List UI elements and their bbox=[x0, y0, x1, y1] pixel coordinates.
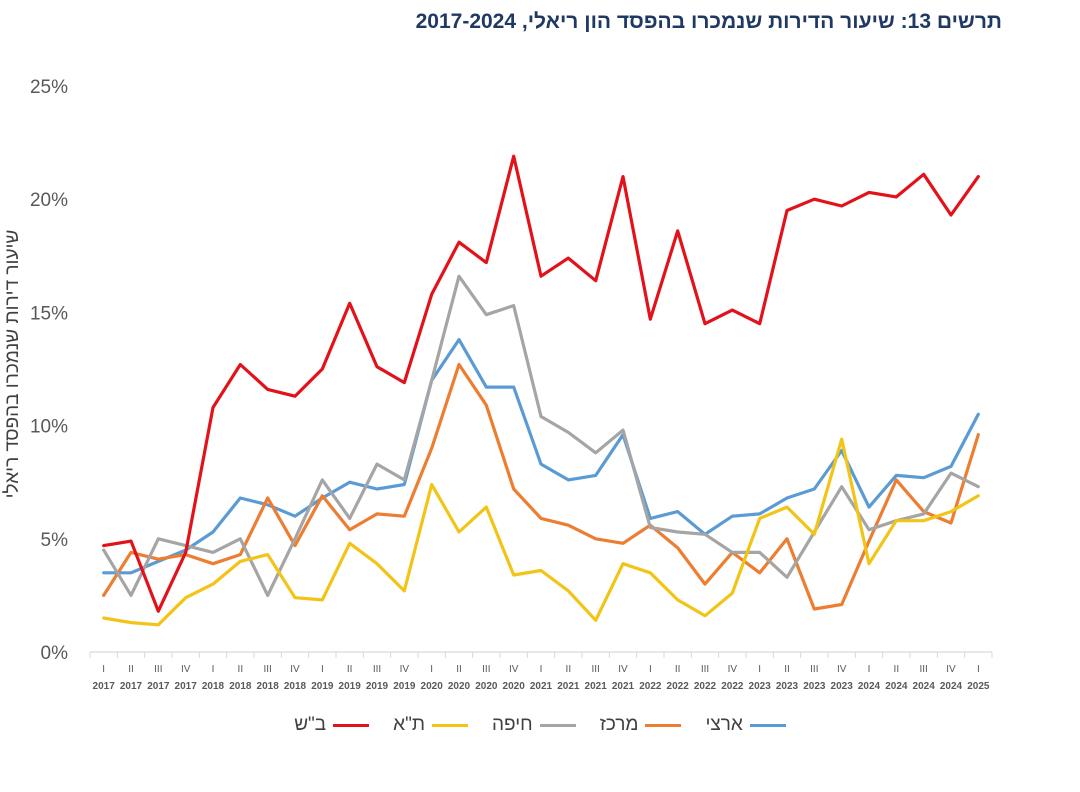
x-tick-year: 2022 bbox=[639, 681, 662, 692]
chart-title: תרשים 13: שיעור הדירות שנמכרו בהפסד הון … bbox=[415, 10, 1002, 33]
x-tick-quarter: I bbox=[868, 664, 871, 675]
x-tick-year: 2023 bbox=[749, 681, 772, 692]
x-tick-quarter: II bbox=[784, 664, 790, 675]
x-tick-quarter: III bbox=[810, 664, 818, 675]
legend-item: ב"ש bbox=[294, 714, 370, 736]
x-tick-year: 2020 bbox=[475, 681, 498, 692]
x-tick-quarter: III bbox=[701, 664, 709, 675]
series-line-1 bbox=[102, 362, 980, 611]
x-tick-year: 2018 bbox=[284, 681, 307, 692]
legend-label: ארצי bbox=[705, 714, 743, 735]
x-tick-quarter: II bbox=[128, 664, 134, 675]
x-tick-quarter: I bbox=[430, 664, 433, 675]
legend-label: ת"א bbox=[393, 714, 425, 735]
x-tick-quarter: II bbox=[456, 664, 462, 675]
x-tick-year: 2020 bbox=[421, 681, 444, 692]
x-tick-quarter: III bbox=[263, 664, 271, 675]
legend-label: חיפה bbox=[491, 714, 533, 735]
y-tick-labels: 0% 5% 10% 15% 20% 25% bbox=[30, 77, 68, 664]
legend: ארצי מרכז חיפה ת"א ב"ש bbox=[0, 714, 1080, 736]
x-tick-quarter: IV bbox=[290, 664, 300, 675]
x-tick-quarter: II bbox=[347, 664, 353, 675]
x-tick-quarter: IV bbox=[946, 664, 956, 675]
x-tick-year: 2018 bbox=[202, 681, 225, 692]
x-tick-year: 2017 bbox=[93, 681, 116, 692]
y-tick-label: 5% bbox=[41, 530, 69, 551]
x-tick-quarter: II bbox=[238, 664, 244, 675]
x-tick-quarter: I bbox=[758, 664, 761, 675]
x-tick-year: 2022 bbox=[667, 681, 690, 692]
x-tick-quarter: IV bbox=[509, 664, 519, 675]
legend-swatch bbox=[539, 723, 576, 727]
x-tick-year: 2022 bbox=[721, 681, 744, 692]
legend-swatch bbox=[645, 723, 682, 727]
x-tick-year: 2019 bbox=[393, 681, 416, 692]
x-tick-quarter: IV bbox=[837, 664, 847, 675]
x-tick-year: 2018 bbox=[229, 681, 252, 692]
x-tick-quarter: I bbox=[212, 664, 215, 675]
x-tick-quarter: II bbox=[566, 664, 572, 675]
legend-item: מרכז bbox=[600, 714, 682, 736]
series-line-4 bbox=[102, 154, 980, 613]
series-lines bbox=[102, 154, 980, 627]
x-tick-year: 2019 bbox=[339, 681, 362, 692]
y-tick-label: 15% bbox=[30, 303, 68, 324]
x-tick-year: 2024 bbox=[885, 681, 908, 692]
x-tick-year: 2023 bbox=[776, 681, 799, 692]
y-tick-label: 0% bbox=[41, 643, 69, 664]
x-tick-year: 2021 bbox=[612, 681, 635, 692]
x-tick-year: 2021 bbox=[585, 681, 608, 692]
x-tick-year: 2019 bbox=[311, 681, 334, 692]
x-tick-year: 2024 bbox=[940, 681, 963, 692]
legend-label: מרכז bbox=[599, 714, 639, 735]
y-gridlines bbox=[90, 85, 992, 540]
x-tick-year: 2025 bbox=[967, 681, 990, 692]
legend-swatch bbox=[749, 723, 786, 727]
legend-label: ב"ש bbox=[294, 714, 327, 735]
x-tick-year: 2019 bbox=[366, 681, 389, 692]
x-tick-year: 2017 bbox=[120, 681, 143, 692]
x-tick-quarter: IV bbox=[728, 664, 738, 675]
x-tick-quarter: III bbox=[482, 664, 490, 675]
x-tick-quarter: I bbox=[977, 664, 980, 675]
x-tick-year: 2021 bbox=[557, 681, 580, 692]
x-tick-quarter: III bbox=[154, 664, 162, 675]
x-axis: I2017II2017III2017IV2017I2018II2018III20… bbox=[89, 651, 993, 692]
x-tick-year: 2020 bbox=[448, 681, 471, 692]
x-tick-quarter: II bbox=[675, 664, 681, 675]
x-tick-quarter: II bbox=[894, 664, 900, 675]
series-line-2 bbox=[102, 274, 980, 598]
x-tick-quarter: III bbox=[373, 664, 381, 675]
x-tick-year: 2021 bbox=[530, 681, 553, 692]
series-line-3 bbox=[102, 437, 980, 627]
legend-item: ארצי bbox=[705, 714, 786, 736]
x-tick-quarter: IV bbox=[181, 664, 191, 675]
x-tick-year: 2022 bbox=[694, 681, 717, 692]
x-tick-year: 2020 bbox=[503, 681, 526, 692]
y-tick-label: 20% bbox=[30, 190, 68, 211]
x-tick-quarter: I bbox=[321, 664, 324, 675]
x-tick-year: 2017 bbox=[175, 681, 198, 692]
x-tick-quarter: I bbox=[102, 664, 105, 675]
y-tick-label: 25% bbox=[30, 77, 68, 98]
x-tick-quarter: III bbox=[591, 664, 599, 675]
legend-swatch bbox=[431, 723, 468, 727]
x-tick-year: 2024 bbox=[913, 681, 936, 692]
x-tick-year: 2024 bbox=[858, 681, 881, 692]
x-tick-quarter: I bbox=[649, 664, 652, 675]
x-tick-year: 2017 bbox=[147, 681, 170, 692]
series-line-0 bbox=[102, 338, 980, 575]
legend-item: ת"א bbox=[393, 714, 468, 736]
legend-swatch bbox=[333, 723, 370, 727]
x-tick-year: 2023 bbox=[831, 681, 854, 692]
x-tick-quarter: IV bbox=[400, 664, 410, 675]
legend-item: חיפה bbox=[492, 714, 576, 736]
x-tick-quarter: III bbox=[919, 664, 927, 675]
x-tick-year: 2018 bbox=[257, 681, 280, 692]
x-tick-quarter: I bbox=[540, 664, 543, 675]
x-tick-quarter: IV bbox=[618, 664, 628, 675]
x-tick-year: 2023 bbox=[803, 681, 826, 692]
y-tick-label: 10% bbox=[30, 417, 68, 438]
